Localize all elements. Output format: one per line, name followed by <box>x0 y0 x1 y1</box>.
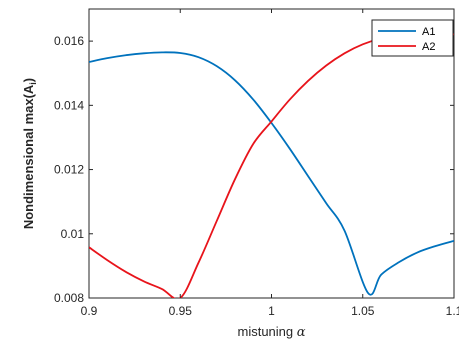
y-tick-label: 0.01 <box>61 227 85 241</box>
plot-frame <box>88 8 455 299</box>
y-axis-label-suffix: ) <box>21 78 36 82</box>
x-tick-label: 0.95 <box>169 304 193 318</box>
legend-box <box>371 19 454 57</box>
x-tick-label: 1.1 <box>446 304 459 318</box>
series-line-a1 <box>89 51 454 296</box>
plot-area <box>88 8 455 299</box>
legend-label-a2: A2 <box>422 41 435 53</box>
y-tick-label: 0.014 <box>54 98 84 112</box>
y-axis-label-text: Nondimensional max(A <box>21 84 36 229</box>
axis-layer: 0.9 0.95 1 1.05 1.1 0.008 0.01 0.012 0.014 0.016 <box>54 9 459 318</box>
y-tick-label: 0.008 <box>54 291 84 305</box>
x-axis-label-text: mistuning <box>237 324 296 339</box>
y-tick-label: 0.012 <box>54 163 84 177</box>
x-tick-label: 1.05 <box>351 304 375 318</box>
x-tick-label: 1 <box>268 304 275 318</box>
x-axis-label-symbol: α <box>297 325 306 340</box>
y-axis-label-subscript: i <box>28 82 38 85</box>
y-axis-label: Nondimensional max(Ai) <box>21 78 38 229</box>
legend-label-a1: A1 <box>422 26 435 38</box>
y-tick-label: 0.016 <box>54 34 84 48</box>
x-tick-label: 0.9 <box>81 304 98 318</box>
x-axis-label: mistuning α <box>237 324 305 340</box>
